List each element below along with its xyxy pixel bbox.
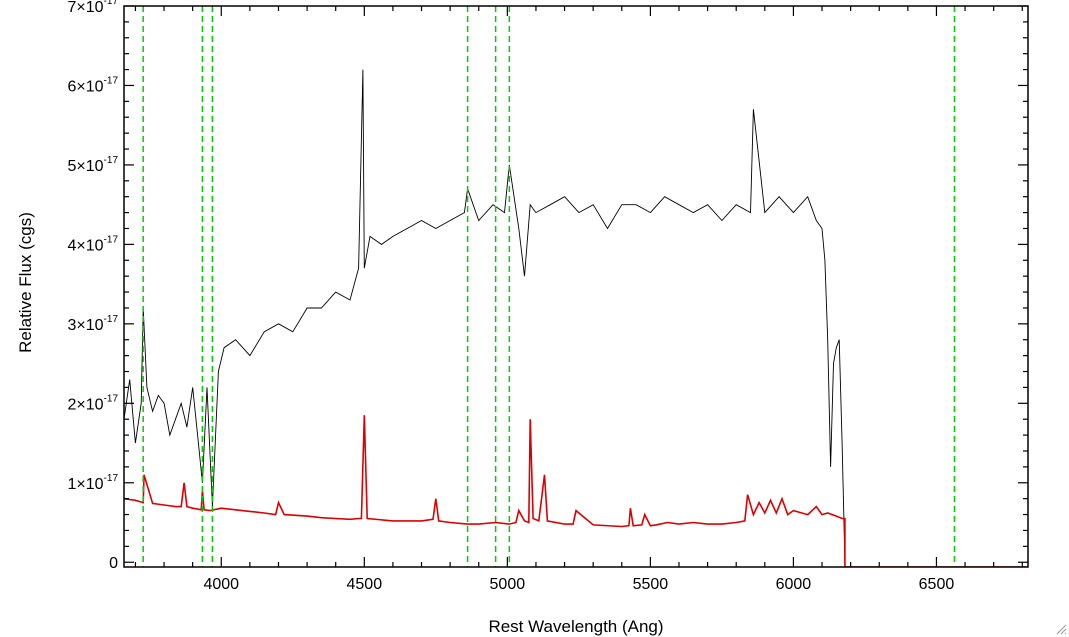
x-tick-label: 5500	[633, 576, 669, 593]
x-tick-label: 4500	[347, 576, 383, 593]
y-tick-label: 2×10-17	[68, 393, 119, 413]
y-tick-label: 3×10-17	[68, 314, 119, 334]
x-tick-label: 4000	[203, 576, 239, 593]
y-tick-label: 1×10-17	[68, 473, 119, 493]
x-tick-labels: 4000 4500 5000 5500 6000 6500	[203, 576, 954, 593]
plot-frame	[123, 5, 1029, 568]
y-tick-label: 0	[109, 555, 118, 572]
reference-lines-layer	[142, 6, 956, 567]
y-tick-label: 6×10-17	[68, 75, 119, 95]
y-tick-labels: 0 1×10-17 2×10-17 3×10-17 4×10-17 5×10-17 6×10…	[68, 0, 119, 572]
series-layer	[124, 69, 1028, 567]
y-tick-label: 7×10-17	[68, 0, 119, 16]
ticks-layer	[124, 5, 1028, 567]
y-tick-label: 5×10-17	[68, 155, 119, 175]
series-line-2	[124, 415, 1028, 567]
series-line-1	[124, 69, 846, 563]
y-axis-title: Relative Flux (cgs)	[16, 212, 35, 353]
x-tick-label: 6000	[776, 576, 812, 593]
x-tick-label: 6500	[919, 576, 955, 593]
resize-grip-icon[interactable]	[1055, 623, 1067, 635]
x-axis-title: Rest Wavelength (Ang)	[488, 617, 663, 636]
y-tick-label: 4×10-17	[68, 234, 119, 254]
x-tick-label: 5000	[490, 576, 526, 593]
